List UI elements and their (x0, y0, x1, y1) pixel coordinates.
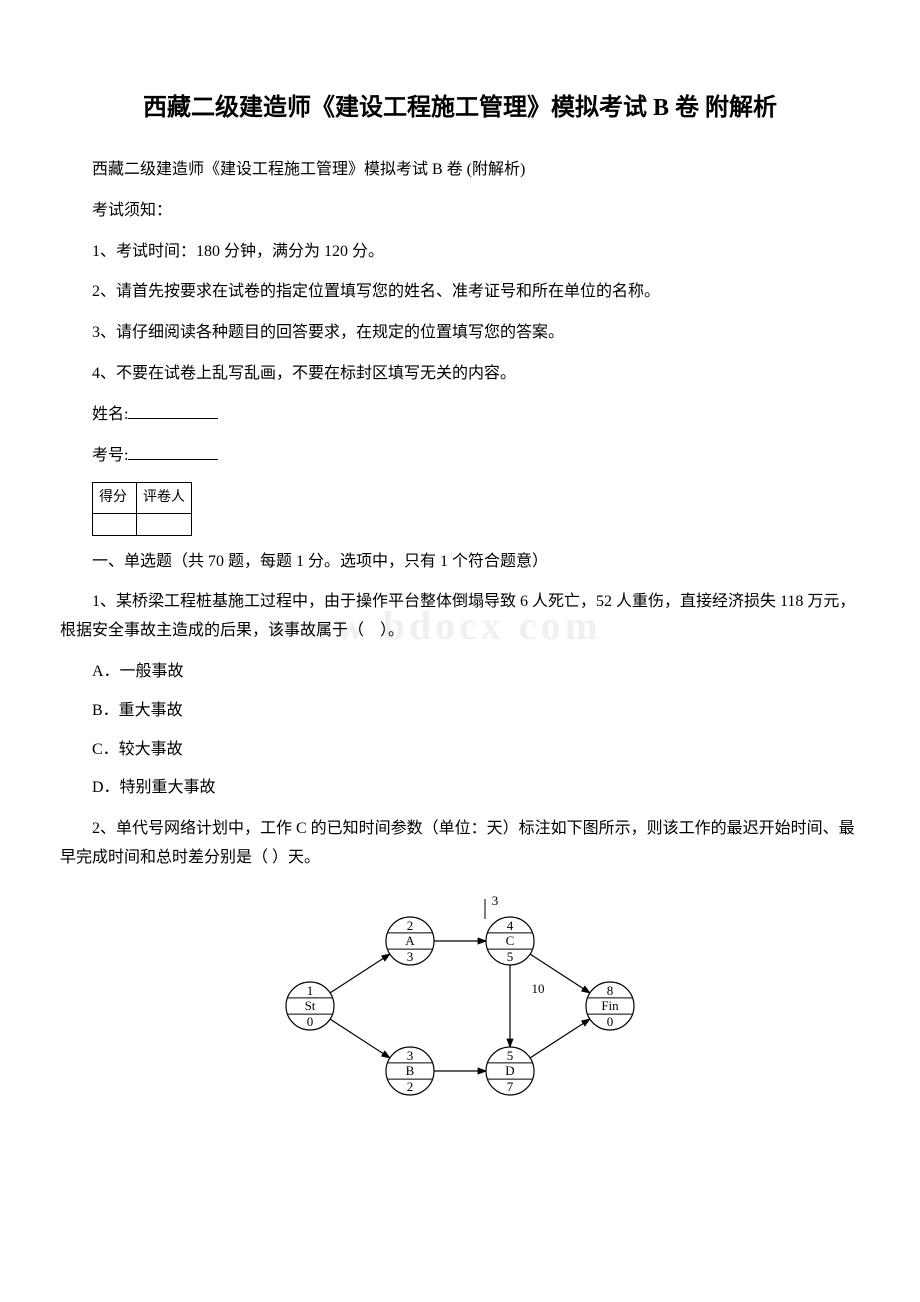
score-value-cell (93, 513, 137, 535)
svg-text:C: C (506, 933, 515, 948)
svg-text:0: 0 (607, 1014, 614, 1029)
svg-text:3: 3 (407, 949, 414, 964)
svg-text:10: 10 (532, 981, 545, 996)
table-row (93, 513, 192, 535)
option-a: A．一般事故 (60, 658, 860, 687)
svg-text:St: St (305, 998, 316, 1013)
svg-text:D: D (505, 1063, 514, 1078)
id-row: 考号: (60, 442, 860, 471)
network-diagram: 3101St02A33B24C55D78Fin0 (60, 891, 860, 1132)
svg-text:1: 1 (307, 983, 314, 998)
section-heading: 一、单选题（共 70 题，每题 1 分。选项中，只有 1 个符合题意） (60, 548, 860, 577)
notice-item: 4、不要在试卷上乱写乱画，不要在标封区填写无关的内容。 (60, 360, 860, 389)
name-label: 姓名: (92, 406, 128, 423)
svg-text:2: 2 (407, 1079, 414, 1094)
svg-text:7: 7 (507, 1079, 514, 1094)
svg-text:B: B (406, 1063, 415, 1078)
grader-value-cell (137, 513, 192, 535)
option-c: C．较大事故 (60, 736, 860, 765)
svg-text:2: 2 (407, 918, 414, 933)
svg-text:0: 0 (307, 1014, 314, 1029)
question-stem: 1、某桥梁工程桩基施工过程中，由于操作平台整体倒塌导致 6 人死亡，52 人重伤… (60, 588, 860, 646)
svg-text:5: 5 (507, 1048, 514, 1063)
score-table: 得分 评卷人 (92, 482, 192, 535)
name-field-line (128, 403, 218, 419)
notice-header: 考试须知： (60, 197, 860, 226)
notice-item: 2、请首先按要求在试卷的指定位置填写您的姓名、准考证号和所在单位的名称。 (60, 278, 860, 307)
grader-header-cell: 评卷人 (137, 483, 192, 513)
notice-item: 1、考试时间：180 分钟，满分为 120 分。 (60, 238, 860, 267)
score-header-cell: 得分 (93, 483, 137, 513)
subtitle: 西藏二级建造师《建设工程施工管理》模拟考试 B 卷 (附解析) (60, 156, 860, 185)
svg-text:4: 4 (507, 918, 514, 933)
svg-text:Fin: Fin (601, 998, 619, 1013)
id-label: 考号: (92, 447, 128, 464)
page-title: 西藏二级建造师《建设工程施工管理》模拟考试 B 卷 附解析 (60, 90, 860, 126)
name-row: 姓名: (60, 401, 860, 430)
svg-text:3: 3 (407, 1048, 414, 1063)
question-stem: 2、单代号网络计划中，工作 C 的已知时间参数（单位：天）标注如下图所示，则该工… (60, 815, 860, 873)
table-row: 得分 评卷人 (93, 483, 192, 513)
id-field-line (128, 444, 218, 460)
svg-text:3: 3 (492, 893, 499, 908)
option-b: B．重大事故 (60, 697, 860, 726)
svg-text:8: 8 (607, 983, 614, 998)
svg-text:5: 5 (507, 949, 514, 964)
svg-text:A: A (405, 933, 415, 948)
option-d: D．特别重大事故 (60, 774, 860, 803)
notice-item: 3、请仔细阅读各种题目的回答要求，在规定的位置填写您的答案。 (60, 319, 860, 348)
